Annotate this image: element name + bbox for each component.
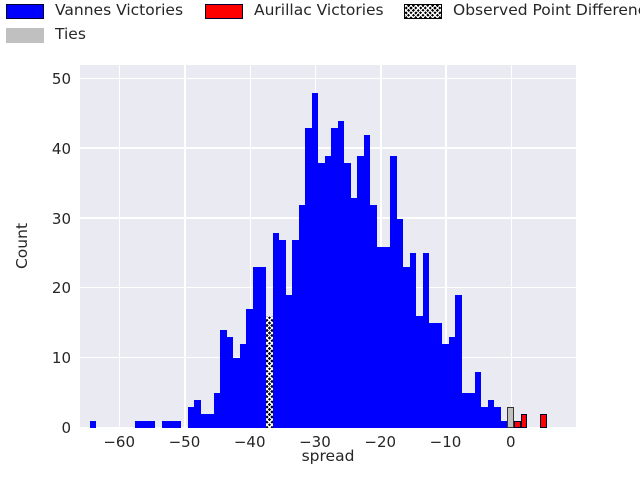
histogram-bar	[520, 414, 528, 428]
y-tick-label: 30	[51, 209, 71, 228]
gridline-vertical	[249, 65, 251, 428]
histogram-bar	[481, 407, 488, 428]
gridline-horizontal	[80, 77, 576, 79]
plot-area	[80, 65, 576, 428]
histogram-bar	[305, 127, 312, 428]
x-tick-label: −10	[429, 433, 462, 451]
histogram-bar	[324, 155, 332, 428]
histogram-bar	[468, 393, 475, 428]
histogram-bar	[174, 421, 182, 428]
histogram-bar	[187, 407, 195, 428]
histogram-bar	[161, 421, 169, 428]
histogram-bar	[279, 239, 286, 428]
y-tick-label: 10	[51, 349, 71, 368]
y-tick-label: 40	[51, 139, 71, 158]
histogram-bar	[259, 267, 266, 428]
legend-label: Vannes Victories	[55, 1, 184, 20]
histogram-bar	[298, 204, 306, 428]
legend-entry-ties: Ties	[6, 25, 86, 45]
x-tick-label: −40	[233, 433, 266, 451]
legend-label: Ties	[55, 25, 86, 44]
x-tick-label: 0	[505, 433, 516, 451]
legend-label: Observed Point Differenc	[453, 1, 640, 20]
histogram-bar	[213, 393, 221, 428]
histogram-bar	[318, 162, 325, 428]
histogram-bar	[448, 337, 456, 428]
histogram-bar	[311, 92, 319, 428]
gridline-vertical	[184, 65, 186, 428]
histogram-bar	[429, 323, 436, 428]
histogram-bar	[461, 393, 469, 428]
red-patch-icon	[205, 3, 243, 19]
x-tick-label: −30	[299, 433, 331, 451]
histogram-bar	[285, 295, 293, 428]
y-tick-label: 0	[61, 419, 71, 437]
blue-patch-icon	[6, 3, 44, 19]
gridline-vertical	[510, 65, 513, 428]
histogram-bar	[331, 127, 338, 428]
histogram-bar	[500, 421, 508, 428]
histogram-bar	[168, 421, 175, 428]
legend-entry-vannes-victories: Vannes Victories	[6, 1, 183, 21]
histogram-bar	[350, 197, 358, 428]
x-axis-label: spread	[301, 447, 355, 465]
legend-entry-aurillac-victories: Aurillac Victories	[205, 1, 384, 21]
histogram-bar	[292, 239, 299, 428]
histogram-bar	[416, 316, 423, 428]
histogram-bar	[363, 134, 371, 428]
histogram-bar	[396, 218, 404, 428]
histogram-bar	[435, 323, 443, 428]
histogram-bar	[89, 421, 97, 428]
legend-entry-observed-point-difference: Observed Point Differenc	[404, 1, 640, 21]
histogram-bar	[266, 316, 273, 428]
gridline-vertical	[119, 65, 121, 428]
histogram-bar	[514, 421, 521, 428]
histogram-bar	[246, 309, 253, 428]
hatched-patch-icon	[404, 3, 442, 19]
histogram-bar	[337, 120, 345, 428]
y-tick-label: 50	[51, 69, 71, 88]
histogram-bar	[344, 162, 351, 428]
histogram-bar	[239, 344, 247, 428]
histogram-bar	[252, 267, 260, 428]
legend: Vannes Victories Aurillac Victories Obse…	[0, 0, 640, 48]
histogram-bar	[272, 232, 280, 428]
histogram-bar	[494, 407, 501, 428]
histogram-bar	[487, 400, 495, 428]
histogram-bar	[507, 407, 514, 428]
histogram-bar	[148, 421, 156, 428]
histogram-bar	[220, 330, 227, 428]
histogram-bar	[422, 253, 430, 428]
histogram-bar	[403, 267, 410, 428]
histogram-bar	[226, 337, 234, 428]
legend-label: Aurillac Victories	[254, 1, 384, 20]
x-tick-label: −20	[364, 433, 397, 451]
histogram-bar	[455, 295, 462, 428]
histogram-bar	[474, 372, 482, 428]
histogram-bar	[376, 246, 384, 428]
histogram-bar	[409, 253, 417, 428]
gray-patch-icon	[6, 27, 44, 43]
histogram-bar	[135, 421, 142, 428]
histogram-bar	[233, 358, 240, 428]
y-axis-label: Count	[13, 222, 31, 270]
gridline-vertical	[445, 65, 447, 428]
x-tick-label: −60	[103, 433, 135, 451]
histogram-bar	[370, 204, 377, 428]
histogram-bar	[142, 421, 149, 428]
x-tick-label: −50	[168, 433, 201, 451]
gridline-horizontal	[80, 147, 576, 149]
histogram-bar	[207, 414, 214, 428]
histogram-bar	[357, 155, 364, 428]
histogram-bar	[194, 400, 201, 428]
histogram-bar	[390, 155, 397, 428]
histogram-bar	[200, 414, 208, 428]
histogram-bar	[383, 246, 390, 428]
y-tick-label: 20	[51, 279, 71, 298]
histogram-bar	[540, 414, 547, 428]
histogram-bar	[442, 344, 449, 428]
